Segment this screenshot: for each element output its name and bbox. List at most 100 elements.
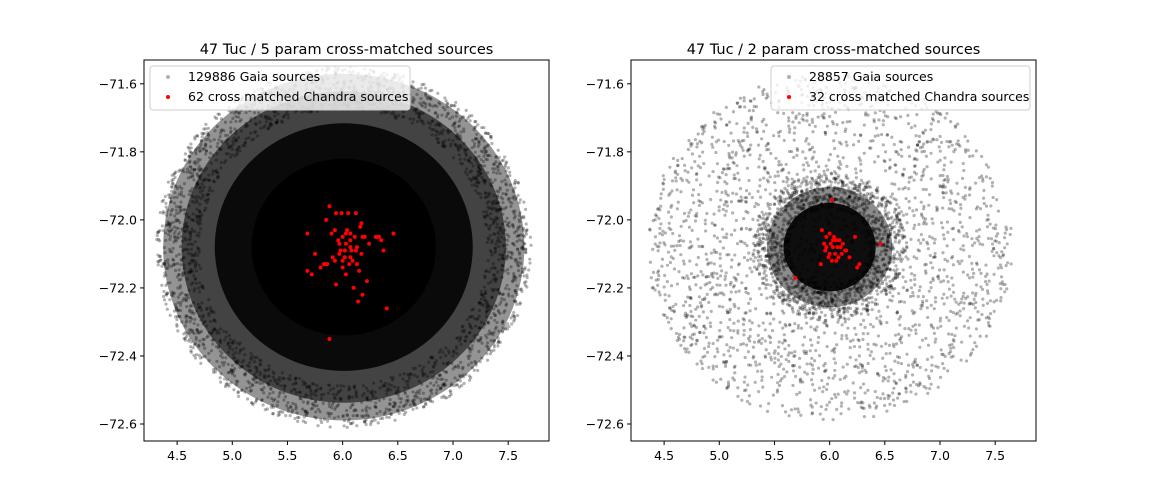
- gaia-point: [848, 191, 852, 195]
- gaia-point: [435, 388, 439, 392]
- gaia-point: [663, 313, 667, 317]
- gaia-point: [508, 200, 512, 204]
- gaia-point: [661, 182, 665, 186]
- gaia-point: [787, 130, 792, 134]
- gaia-point: [749, 115, 754, 119]
- gaia-point: [682, 347, 687, 351]
- gaia-point: [188, 320, 192, 324]
- gaia-point: [162, 274, 167, 278]
- gaia-point: [479, 171, 483, 176]
- gaia-point: [929, 127, 933, 132]
- gaia-point: [841, 121, 845, 125]
- gaia-point: [477, 164, 481, 168]
- gaia-point: [669, 227, 673, 232]
- gaia-point: [213, 320, 217, 324]
- gaia-point: [190, 309, 195, 314]
- gaia-point: [247, 368, 251, 373]
- gaia-point: [369, 422, 373, 427]
- gaia-point: [205, 193, 209, 198]
- gaia-point: [218, 148, 223, 152]
- gaia-point: [719, 377, 723, 381]
- gaia-point: [931, 276, 935, 280]
- gaia-point: [428, 356, 433, 360]
- gaia-point: [482, 295, 486, 299]
- gaia-point: [477, 308, 482, 313]
- gaia-point: [183, 229, 187, 233]
- gaia-point: [202, 178, 207, 182]
- gaia-point: [922, 207, 926, 211]
- gaia-point: [672, 310, 676, 314]
- gaia-point: [500, 275, 504, 279]
- gaia-point: [391, 404, 395, 409]
- gaia-point: [488, 227, 492, 231]
- gaia-point: [668, 306, 672, 310]
- gaia-point: [740, 198, 744, 202]
- gaia-point: [298, 390, 302, 394]
- gaia-point: [918, 285, 922, 289]
- gaia-point: [653, 242, 657, 246]
- gaia-point: [888, 290, 892, 295]
- gaia-point: [224, 159, 228, 163]
- gaia-point: [268, 121, 273, 125]
- gaia-point: [859, 162, 863, 166]
- gaia-point: [962, 306, 966, 311]
- gaia-point: [484, 195, 489, 199]
- gaia-point: [961, 270, 965, 274]
- gaia-point: [932, 331, 936, 336]
- gaia-point: [693, 214, 697, 218]
- gaia-point: [489, 134, 493, 139]
- gaia-point: [894, 117, 898, 121]
- gaia-point: [362, 391, 366, 396]
- gaia-point: [423, 105, 428, 109]
- gaia-point: [881, 356, 885, 360]
- gaia-point: [721, 305, 725, 309]
- gaia-point: [913, 273, 917, 277]
- chandra-point: [343, 241, 348, 246]
- gaia-point: [421, 100, 425, 105]
- gaia-point: [782, 367, 786, 371]
- gaia-point: [402, 412, 406, 417]
- gaia-point: [722, 360, 726, 364]
- gaia-point: [468, 325, 472, 329]
- gaia-point: [175, 195, 179, 199]
- gaia-point: [476, 317, 480, 321]
- gaia-point: [845, 392, 849, 396]
- gaia-point: [795, 172, 799, 176]
- gaia-point: [382, 412, 386, 416]
- gaia-point: [685, 314, 689, 318]
- gaia-point: [271, 412, 275, 416]
- gaia-point: [259, 126, 263, 130]
- gaia-point: [449, 382, 454, 386]
- gaia-point: [188, 237, 192, 241]
- gaia-point: [155, 231, 159, 235]
- gaia-point: [714, 140, 719, 144]
- gaia-point: [939, 113, 943, 117]
- gaia-point: [518, 302, 522, 306]
- gaia-point: [694, 342, 698, 346]
- gaia-point: [746, 383, 750, 387]
- gaia-point: [697, 193, 701, 197]
- gaia-point: [977, 176, 981, 180]
- gaia-point: [456, 107, 460, 111]
- gaia-point: [264, 369, 268, 373]
- gaia-point: [799, 326, 804, 330]
- gaia-point: [196, 286, 200, 290]
- gaia-point: [196, 221, 200, 225]
- gaia-point: [388, 398, 392, 402]
- gaia-point: [503, 327, 507, 331]
- gaia-point: [695, 263, 699, 267]
- gaia-point: [985, 225, 990, 229]
- gaia-point: [341, 414, 345, 419]
- gaia-point: [739, 342, 743, 347]
- gaia-point: [193, 287, 197, 291]
- gaia-point: [258, 381, 262, 385]
- gaia-point: [921, 131, 926, 135]
- gaia-point: [743, 105, 747, 109]
- gaia-point: [872, 342, 876, 346]
- gaia-point: [404, 402, 408, 406]
- gaia-point: [783, 339, 788, 343]
- gaia-point: [500, 268, 504, 272]
- gaia-point: [827, 303, 831, 307]
- gaia-point: [854, 167, 858, 171]
- gaia-point: [968, 316, 972, 320]
